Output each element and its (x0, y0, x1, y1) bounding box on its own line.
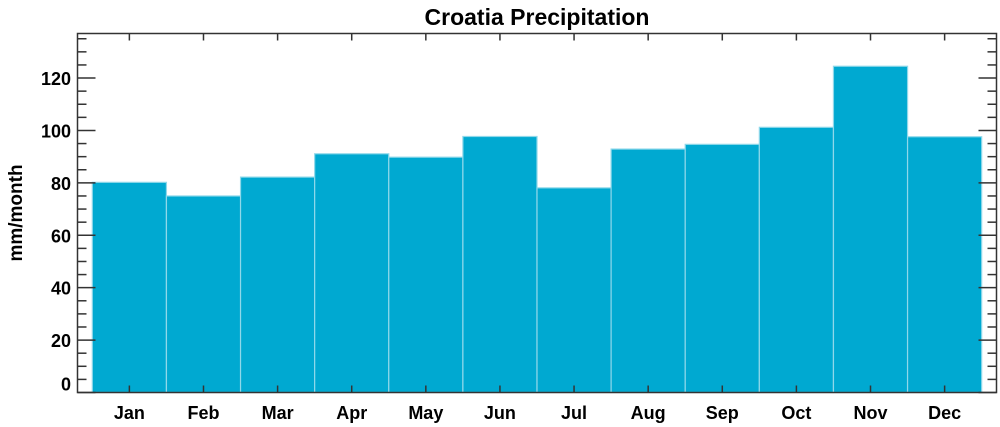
plot-frame (76, 32, 998, 394)
y-tick-label: 120 (41, 69, 71, 89)
bar-jul (536, 187, 612, 394)
x-tick-label: Dec (928, 403, 961, 423)
bar-feb (165, 195, 242, 394)
bars-group (91, 65, 983, 394)
x-tick-label: Jan (114, 403, 145, 423)
y-axis-label: mm/month (6, 164, 27, 261)
y-tick-label: 60 (51, 226, 71, 246)
tick-labels-group: Jan Feb Mar Apr May Jun Jul Aug Sep Oct Nov Dec 0 20 4… (41, 69, 961, 423)
x-tick-label: Apr (336, 403, 367, 423)
bar-dec (906, 136, 983, 394)
x-tick-label: Oct (781, 403, 811, 423)
y-tick-label: 40 (51, 279, 71, 299)
x-tick-label: Jul (561, 403, 587, 423)
x-tick-label: May (408, 403, 443, 423)
y-tick-label: 80 (51, 174, 71, 194)
bar-sep (684, 143, 760, 394)
x-tick-label: Sep (706, 403, 739, 423)
y-tick-label: 100 (41, 121, 71, 141)
chart-title: Croatia Precipitation (425, 4, 650, 30)
x-tick-label: Feb (187, 403, 219, 423)
bar-nov (832, 65, 909, 394)
y-tick-label: 0 (61, 375, 71, 395)
x-tick-label: Nov (854, 403, 888, 423)
bar-mar (239, 176, 316, 394)
bar-oct (758, 126, 835, 394)
bar-may (388, 156, 464, 394)
bar-apr (314, 153, 390, 394)
x-tick-label: Jun (484, 403, 516, 423)
x-tick-label: Mar (262, 403, 294, 423)
bar-aug (610, 148, 686, 394)
bar-jan (91, 181, 168, 394)
y-tick-label: 20 (51, 331, 71, 351)
x-tick-label: Aug (631, 403, 666, 423)
bar-jun (462, 135, 538, 394)
